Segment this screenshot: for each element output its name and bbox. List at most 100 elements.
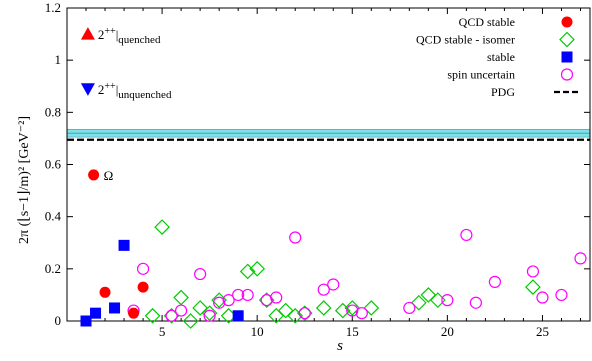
pdg-band-layer xyxy=(66,128,591,141)
data-point xyxy=(344,300,361,316)
annotation-superscript: ++ xyxy=(104,81,116,92)
annotation-marker xyxy=(80,83,95,96)
data-point xyxy=(80,315,92,327)
y-tick-label: 0 xyxy=(55,313,62,328)
data-point xyxy=(222,294,235,307)
y-tick-label: 0.2 xyxy=(45,261,61,276)
data-point xyxy=(410,294,427,311)
legend-marker xyxy=(561,51,573,63)
data-point xyxy=(346,304,359,317)
y-tick-label: 1 xyxy=(55,52,62,67)
data-point xyxy=(327,278,340,291)
series-stable xyxy=(80,239,244,327)
series-qcd-stable-isomer xyxy=(144,219,541,329)
x-tick-label: 25 xyxy=(536,324,549,339)
data-point xyxy=(249,260,266,277)
legend-label: QCD stable xyxy=(459,15,515,29)
data-point xyxy=(90,307,102,319)
data-point xyxy=(430,292,446,308)
data-point xyxy=(194,267,207,281)
annotation-base: 2 xyxy=(98,27,105,42)
data-point xyxy=(298,307,311,320)
points-layer: Ω xyxy=(80,168,587,329)
annotation-superscript: ++ xyxy=(104,26,116,37)
data-point xyxy=(144,307,161,324)
data-point xyxy=(232,288,245,302)
data-point xyxy=(241,288,254,302)
x-tick-label: 20 xyxy=(441,324,454,339)
data-point xyxy=(469,296,482,309)
legend-label: PDG xyxy=(491,85,515,99)
y-axis-title: 2π (⌊s−1⌋/m)² [GeV⁻²] xyxy=(17,116,32,244)
data-point xyxy=(201,305,218,322)
data-point xyxy=(192,300,208,316)
annotation-subscript: quenched xyxy=(118,34,161,46)
y-axis-title-text: 2π (⌊s−1⌋/m)² [GeV⁻²] xyxy=(17,116,32,244)
annotation-base: 2 xyxy=(98,82,105,97)
y-tick-label: 0.8 xyxy=(45,104,61,119)
data-point xyxy=(182,313,199,329)
data-point xyxy=(137,281,149,293)
annotation-subscript: unquenched xyxy=(118,89,172,101)
data-point xyxy=(128,307,140,319)
data-point xyxy=(289,231,302,244)
data-point xyxy=(173,289,189,306)
y-tick-label: 0.6 xyxy=(45,157,62,172)
annotation-label: 2++|unquenched xyxy=(98,81,172,101)
data-point xyxy=(99,286,111,298)
data-point xyxy=(488,275,502,288)
data-point xyxy=(175,304,188,317)
annotation-bar: | xyxy=(116,27,119,42)
data-point xyxy=(239,263,256,280)
data-point xyxy=(118,239,130,251)
data-point xyxy=(260,294,273,307)
data-point xyxy=(213,296,226,309)
annotation-marker xyxy=(80,27,95,40)
legend-marker xyxy=(560,68,574,81)
data-point xyxy=(315,300,332,316)
data-point xyxy=(232,310,244,322)
data-point xyxy=(536,291,549,304)
ticks-layer: 0 0.2 0.4 0.6 0.8 1 1.2 5 10 15 20 25 xyxy=(45,0,590,339)
data-point xyxy=(287,307,304,324)
data-point xyxy=(525,279,541,295)
data-point xyxy=(317,283,330,296)
data-point xyxy=(88,169,100,181)
series-qcd-stable: Ω xyxy=(88,168,149,319)
legend-label: stable xyxy=(487,50,515,64)
data-point xyxy=(203,309,216,322)
series-spin-uncertain xyxy=(127,228,587,322)
data-point xyxy=(165,309,178,322)
y-tick-label: 1.2 xyxy=(45,0,61,15)
x-tick-label: 5 xyxy=(159,324,166,339)
legend-marker xyxy=(561,16,573,28)
annotation-label: 2++|quenched xyxy=(98,26,161,46)
data-point xyxy=(526,265,540,278)
data-point xyxy=(154,219,170,235)
data-point xyxy=(460,228,473,242)
data-point xyxy=(420,287,437,303)
legend-label: QCD stable - isomer xyxy=(416,33,515,47)
y-tick-label: 0.4 xyxy=(45,209,62,224)
x-axis-title: s xyxy=(337,338,343,354)
data-point xyxy=(270,291,283,304)
legend-marker xyxy=(559,31,575,48)
x-tick-label: 10 xyxy=(251,324,264,339)
data-point xyxy=(355,307,368,320)
legend-label: spin uncertain xyxy=(447,68,515,82)
annotation-bar: | xyxy=(116,82,119,97)
data-point xyxy=(277,302,294,319)
data-point xyxy=(555,288,568,302)
data-point xyxy=(109,302,121,314)
legend: QCD stable QCD stable - isomer stable spin … xyxy=(416,15,580,99)
data-point xyxy=(441,294,454,307)
x-tick-label: 15 xyxy=(346,324,359,339)
point-label: Ω xyxy=(104,168,114,183)
data-point xyxy=(403,301,416,315)
data-point xyxy=(136,262,150,275)
data-point xyxy=(363,300,380,316)
data-point xyxy=(574,252,587,265)
